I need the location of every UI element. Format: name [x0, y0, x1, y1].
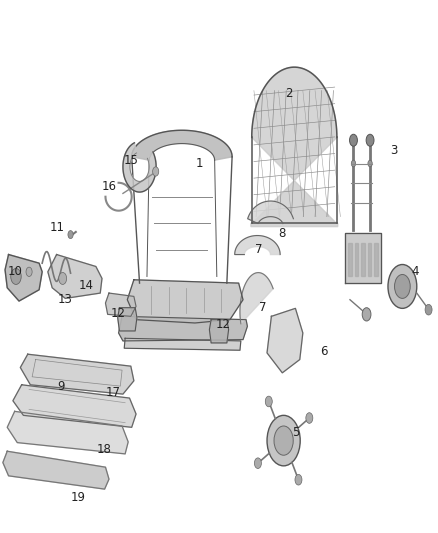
Circle shape	[68, 231, 73, 239]
Circle shape	[395, 274, 410, 298]
Polygon shape	[5, 255, 42, 301]
Circle shape	[366, 134, 374, 146]
Polygon shape	[20, 354, 134, 394]
Polygon shape	[123, 143, 156, 192]
Circle shape	[351, 160, 356, 167]
Circle shape	[11, 269, 21, 285]
Polygon shape	[348, 243, 352, 277]
Text: 12: 12	[110, 306, 125, 319]
Text: 7: 7	[259, 301, 266, 314]
Polygon shape	[48, 255, 102, 298]
Text: 14: 14	[78, 279, 93, 292]
Circle shape	[362, 308, 371, 321]
Polygon shape	[118, 308, 137, 331]
Text: 15: 15	[124, 154, 138, 167]
Circle shape	[350, 134, 357, 146]
Polygon shape	[132, 130, 232, 160]
Polygon shape	[368, 243, 371, 277]
Polygon shape	[124, 338, 241, 350]
Text: 6: 6	[320, 345, 328, 358]
Polygon shape	[209, 320, 229, 343]
Circle shape	[425, 304, 432, 315]
Text: 16: 16	[102, 180, 117, 193]
Polygon shape	[345, 233, 381, 283]
Circle shape	[295, 474, 302, 485]
Text: 5: 5	[292, 426, 299, 439]
Polygon shape	[267, 309, 303, 373]
Polygon shape	[3, 451, 109, 489]
Circle shape	[26, 267, 32, 277]
Polygon shape	[374, 243, 378, 277]
Polygon shape	[240, 272, 273, 324]
Text: 8: 8	[279, 227, 286, 240]
Circle shape	[274, 426, 293, 455]
Polygon shape	[251, 67, 338, 227]
Text: 3: 3	[390, 144, 397, 157]
Polygon shape	[361, 243, 365, 277]
Text: 9: 9	[57, 379, 65, 393]
Text: 19: 19	[71, 491, 86, 504]
Polygon shape	[235, 236, 280, 255]
Polygon shape	[7, 411, 128, 454]
Text: 17: 17	[106, 386, 121, 399]
Circle shape	[368, 160, 372, 167]
Circle shape	[59, 272, 67, 285]
Text: 12: 12	[216, 319, 231, 332]
Circle shape	[306, 413, 313, 423]
Circle shape	[265, 396, 272, 407]
Text: 1: 1	[196, 157, 203, 170]
Polygon shape	[106, 293, 136, 317]
Polygon shape	[119, 317, 247, 341]
Circle shape	[254, 458, 261, 469]
Circle shape	[152, 167, 159, 176]
Text: 10: 10	[7, 265, 22, 278]
Text: 4: 4	[412, 265, 419, 278]
Text: 7: 7	[254, 244, 262, 256]
Circle shape	[267, 415, 300, 466]
Text: 18: 18	[97, 443, 112, 456]
Text: 13: 13	[58, 293, 73, 306]
Polygon shape	[247, 201, 293, 223]
Text: 11: 11	[50, 221, 65, 235]
Polygon shape	[127, 280, 243, 323]
Circle shape	[388, 264, 417, 309]
Polygon shape	[13, 385, 136, 427]
Polygon shape	[355, 243, 358, 277]
Text: 2: 2	[285, 87, 293, 100]
